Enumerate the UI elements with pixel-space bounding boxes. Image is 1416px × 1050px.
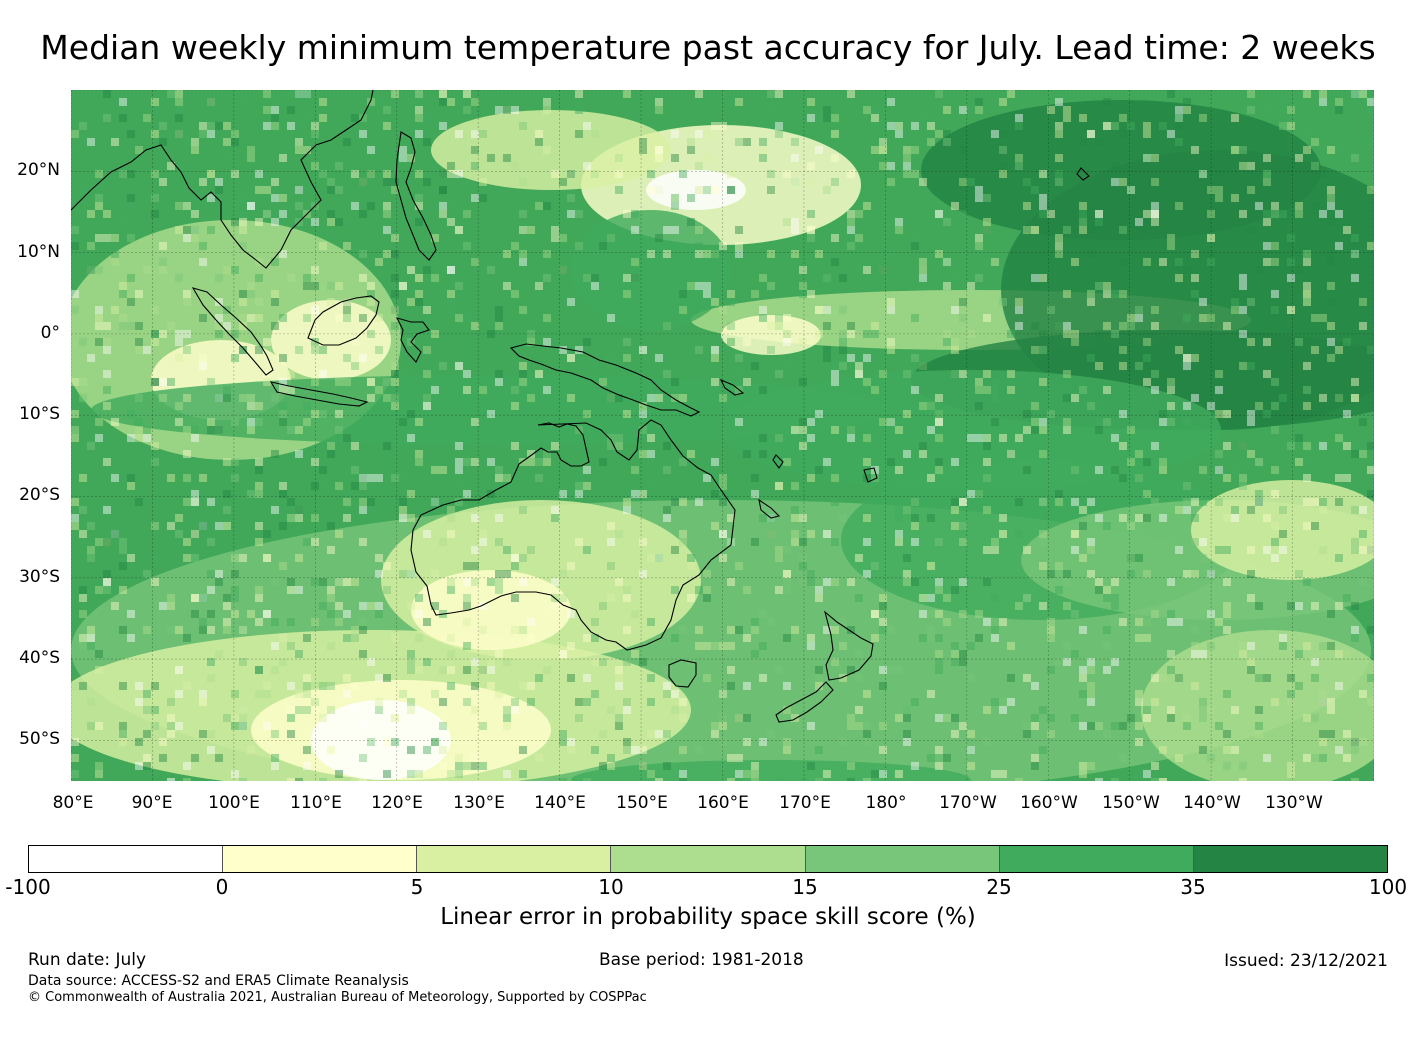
australia-coastline	[410, 419, 736, 651]
colorbar-tick: 100	[1368, 875, 1408, 899]
lon-label-140e: 140°E	[534, 793, 586, 813]
colorbar-tick: 25	[986, 875, 1012, 899]
copyright: © Commonwealth of Australia 2021, Austra…	[28, 990, 647, 1005]
lon-label-100e: 100°E	[208, 793, 260, 813]
colorbar	[28, 845, 1388, 873]
graticule	[71, 90, 1374, 781]
nz-north-island-coastline	[824, 610, 874, 681]
colorbar-label: Linear error in probability space skill …	[440, 904, 976, 930]
skill-score-speckle	[71, 90, 1374, 781]
skill-score-field	[71, 100, 1374, 781]
lon-label-110e: 110°E	[290, 793, 342, 813]
colorbar-swatch-neg100-0	[29, 846, 224, 872]
tasmania-coastline	[668, 659, 697, 688]
lon-label-170w: 170°W	[939, 793, 997, 813]
lon-label-180: 180°	[865, 793, 907, 813]
sumatra-coastline	[191, 287, 274, 376]
hawaii-coastline	[1076, 167, 1090, 181]
solomon-islands-coastline	[719, 378, 745, 396]
colorbar-tick: 35	[1180, 875, 1206, 899]
colorbar-tick: 15	[792, 875, 818, 899]
colorbar-swatch-35-100	[1193, 846, 1387, 872]
nz-south-island-coastline	[775, 681, 834, 723]
data-source: Data source: ACCESS-S2 and ERA5 Climate …	[28, 973, 409, 989]
lat-label-30s: 30°S	[19, 567, 60, 587]
java-coastline	[269, 381, 369, 407]
colorbar-swatch-5-10	[417, 846, 612, 872]
colorbar-tick: 5	[410, 875, 424, 899]
borneo-coastline	[307, 295, 380, 346]
lat-label-40s: 40°S	[19, 648, 60, 668]
lon-label-130e: 130°E	[453, 793, 505, 813]
fiji-coastline	[863, 467, 878, 483]
mainland-asia-coastline	[71, 90, 374, 269]
lon-label-150w: 150°W	[1102, 793, 1160, 813]
lon-label-160e: 160°E	[697, 793, 749, 813]
vanuatu-coastline	[772, 454, 784, 469]
lon-label-130w: 130°W	[1265, 793, 1323, 813]
lat-label-20s: 20°S	[19, 485, 60, 505]
lat-label-50s: 50°S	[19, 729, 60, 749]
colorbar-swatch-15-25	[805, 846, 1000, 872]
colorbar-swatch-10-15	[611, 846, 806, 872]
lon-label-140w: 140°W	[1183, 793, 1241, 813]
lon-label-160w: 160°W	[1020, 793, 1078, 813]
new-caledonia-coastline	[758, 498, 781, 519]
coastlines	[71, 90, 1090, 723]
lat-label-10n: 10°N	[17, 242, 60, 262]
lon-label-120e: 120°E	[371, 793, 423, 813]
new-guinea-coastline	[509, 343, 701, 417]
colorbar-swatch-0-5	[223, 846, 418, 872]
colorbar-tick: 10	[598, 875, 624, 899]
lon-label-80e: 80°E	[52, 793, 94, 813]
skill-score-map	[71, 90, 1374, 781]
run-date: Run date: July	[28, 950, 147, 970]
lon-label-150e: 150°E	[616, 793, 668, 813]
lat-label-0: 0°	[40, 323, 60, 343]
lat-label-10s: 10°S	[19, 404, 60, 424]
chart-title: Median weekly minimum temperature past a…	[40, 28, 1376, 67]
sulawesi-coastline	[395, 317, 430, 363]
colorbar-tick: 0	[215, 875, 229, 899]
issued-date: Issued: 23/12/2021	[1224, 951, 1388, 971]
base-period: Base period: 1981-2018	[599, 950, 804, 970]
colorbar-tick: -100	[5, 875, 51, 899]
lon-label-170e: 170°E	[779, 793, 831, 813]
lat-label-20n: 20°N	[17, 160, 60, 180]
philippines-coastline	[395, 131, 437, 261]
lon-label-90e: 90°E	[131, 793, 173, 813]
colorbar-swatch-25-35	[999, 846, 1194, 872]
